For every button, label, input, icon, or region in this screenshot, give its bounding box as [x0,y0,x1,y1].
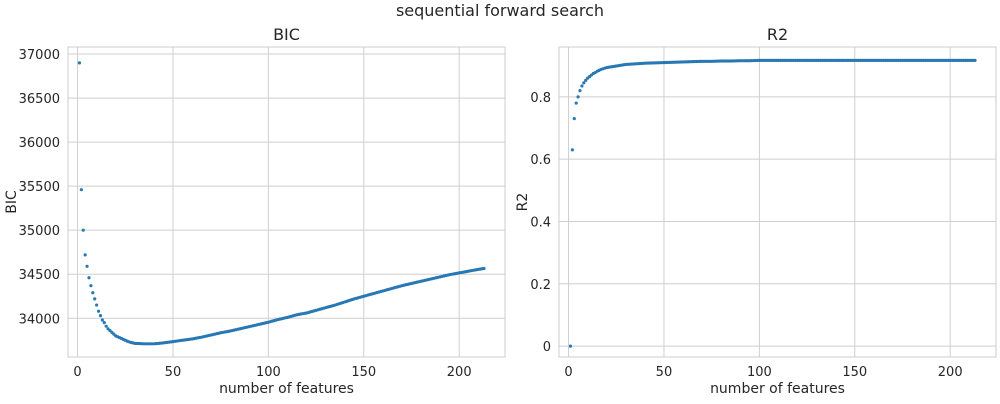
r2-title: R2 [767,25,788,44]
bic-data-point [83,253,87,257]
r2-data-point [580,84,584,88]
r2-chart: 0 50 100 150 200 0 0.2 0.4 0.6 0.8 R2 number of f… [515,25,997,397]
bic-data-point [95,303,99,307]
r2-gridlines [559,47,996,357]
r2-xtick-label: 200 [938,365,963,380]
bic-data-point [104,324,108,328]
bic-data-point [93,297,97,301]
bic-data-point [91,291,95,295]
r2-plot-frame [558,46,997,358]
bic-plot-area [68,47,505,357]
r2-ytick-label: 0.2 [530,278,551,293]
bic-xlabel: number of features [219,381,354,397]
r2-series [568,58,977,348]
r2-data-point [576,95,580,99]
bic-series [77,61,486,346]
bic-ytick-label: 35000 [19,224,60,239]
r2-data-point [578,89,582,93]
r2-xlabel: number of features [710,381,845,397]
r2-ytick-label: 0.8 [530,91,551,106]
r2-xtick-label: 100 [747,365,772,380]
r2-data-point [582,81,586,85]
r2-xtick-label: 0 [564,365,572,380]
bic-ytick-label: 35500 [19,180,60,195]
bic-data-point [96,309,101,313]
r2-ytick-label: 0.4 [530,215,551,230]
bic-ytick-label: 34000 [19,312,60,327]
bic-data-point [98,314,103,318]
bic-data-point [79,188,83,192]
r2-ytick-label: 0.6 [530,153,551,168]
r2-ylabel: R2 [515,193,531,212]
bic-ylabel: BIC [4,190,20,214]
bic-ytick-label: 36000 [19,136,60,151]
bic-xtick-label: 0 [73,365,81,380]
r2-xtick-label: 150 [842,365,867,380]
r2-data-point [973,58,977,62]
bic-data-point [100,318,104,322]
bic-xtick-label: 200 [447,365,472,380]
figure-suptitle: sequential forward search [396,1,604,20]
r2-data-point [572,117,576,121]
bic-tick-labels: 0 50 100 150 200 34000 34500 35000 35500 36000 365… [19,48,472,380]
r2-xtick-label: 50 [656,365,673,380]
bic-data-point [89,284,93,288]
bic-ytick-label: 36500 [19,92,60,107]
bic-data-point [85,264,89,268]
bic-chart: 0 50 100 150 200 34000 34500 35000 35500 36000 365… [4,25,506,397]
bic-xtick-label: 150 [351,365,376,380]
r2-data-point [574,101,578,105]
bic-plot-frame [67,46,506,358]
r2-data-point [568,344,573,348]
bic-xtick-label: 50 [165,365,182,380]
r2-tick-labels: 0 50 100 150 200 0 0.2 0.4 0.6 0.8 [530,91,962,380]
r2-plot-area [559,47,996,357]
bic-data-point [87,276,91,280]
bic-title: BIC [273,25,300,44]
r2-ytick-label: 0 [543,340,551,355]
r2-data-point [570,148,574,152]
bic-data-point [102,321,106,325]
bic-xtick-label: 100 [256,365,281,380]
bic-ytick-label: 34500 [19,268,60,283]
bic-data-point [482,266,486,271]
r2-data-point [584,78,588,82]
bic-data-point [77,61,82,65]
bic-data-point [81,228,85,232]
bic-ytick-label: 37000 [19,48,60,63]
